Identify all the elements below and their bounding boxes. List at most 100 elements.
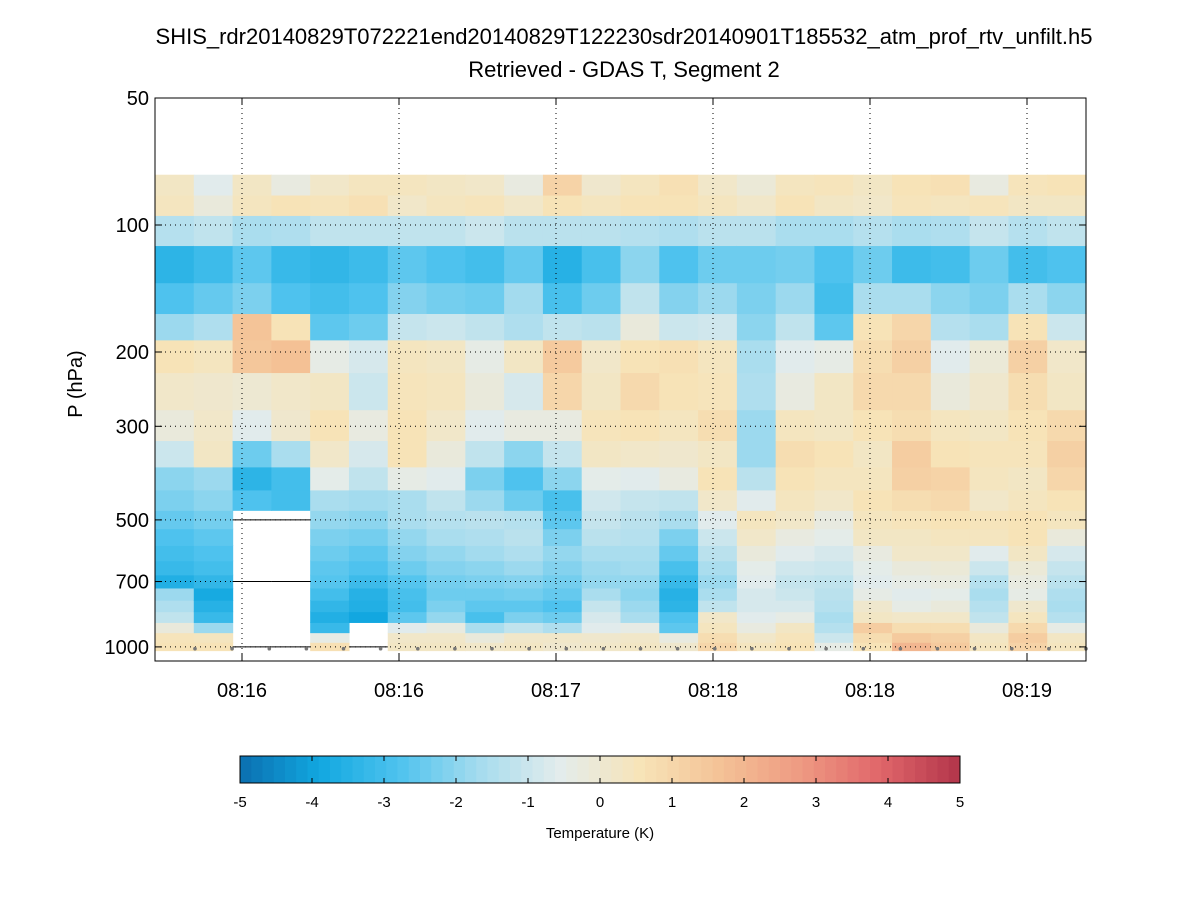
heat-cell: [1047, 372, 1087, 411]
heat-cell: [698, 587, 738, 601]
heat-cell: [426, 574, 466, 589]
heat-cell: [426, 245, 466, 284]
y-tick-label: 50: [127, 88, 149, 110]
heat-cell: [620, 611, 660, 623]
heat-cell: [892, 489, 932, 511]
heat-cell: [581, 245, 622, 284]
heat-cell: [387, 282, 428, 315]
heat-cell: [853, 587, 893, 601]
colorbar-tick-label: 1: [668, 794, 676, 811]
heat-cell: [659, 174, 699, 196]
heat-cell: [504, 632, 544, 643]
heat-cell: [465, 611, 505, 623]
colorbar-swatch: [510, 756, 522, 783]
heat-cell: [814, 245, 854, 284]
y-axis-ticks: 50 100 200 300 500 700 1000: [105, 88, 1086, 659]
surface-marker: [713, 646, 717, 651]
heat-cell: [814, 194, 854, 216]
heat-cell: [775, 545, 816, 562]
colorbar-swatch: [285, 756, 297, 783]
colorbar-swatch: [442, 756, 455, 783]
heat-cell: [1008, 528, 1048, 546]
colorbar-tick-label: -1: [521, 794, 534, 811]
colorbar-swatch: [802, 756, 815, 783]
heat-cell: [465, 600, 505, 613]
surface-marker: [601, 646, 606, 651]
heat-cell: [736, 313, 777, 341]
heat-cell: [659, 339, 699, 374]
heat-cell: [892, 642, 932, 652]
heat-cell: [814, 560, 854, 576]
heat-cell: [542, 528, 583, 546]
heat-cell: [1047, 528, 1087, 546]
heat-cell: [969, 440, 1010, 468]
heat-cell: [232, 313, 272, 341]
heat-cell: [310, 600, 350, 613]
heat-cell: [620, 245, 660, 284]
heat-cell: [620, 528, 660, 546]
heat-cell: [348, 313, 389, 341]
heat-cell: [775, 313, 816, 341]
heat-cell: [193, 600, 234, 613]
heat-cell: [387, 313, 428, 341]
heat-cell: [892, 574, 932, 589]
heat-cell: [736, 600, 777, 613]
heat-cell: [892, 245, 932, 284]
heat-cell: [387, 622, 428, 634]
heat-cell: [775, 466, 816, 491]
heat-cell: [698, 440, 738, 468]
heat-cell: [348, 510, 389, 530]
heat-cell: [465, 587, 505, 601]
heat-cell: [232, 282, 272, 315]
heat-cell: [775, 245, 816, 284]
heat-cell: [465, 174, 505, 196]
heat-cell: [232, 466, 272, 491]
heat-cell: [155, 632, 195, 643]
heat-cell: [1047, 466, 1087, 491]
heat-cell: [620, 560, 660, 576]
heat-cell: [310, 489, 350, 511]
heat-cell: [853, 560, 893, 576]
surface-marker: [861, 646, 866, 651]
heat-cell: [542, 574, 583, 589]
heat-cell: [814, 587, 854, 601]
heat-cell: [581, 545, 622, 562]
surface-marker: [230, 646, 234, 651]
colorbar-swatch: [262, 756, 275, 783]
heat-cell: [853, 194, 893, 216]
heat-cell: [698, 313, 738, 341]
heat-cell: [348, 587, 389, 601]
surface-marker: [453, 646, 457, 651]
heat-cell: [271, 313, 311, 341]
heat-cell: [465, 489, 505, 511]
heat-cell: [736, 489, 777, 511]
heat-cell: [504, 489, 544, 511]
heat-cell: [814, 622, 854, 634]
surface-marker: [935, 646, 940, 651]
heat-cell: [814, 600, 854, 613]
heat-cell: [892, 632, 932, 643]
heat-cell: [387, 642, 428, 652]
heat-cell: [1047, 622, 1087, 634]
heat-cell: [426, 466, 466, 491]
heat-cell: [542, 174, 583, 196]
heat-cell: [659, 440, 699, 468]
heat-cell: [892, 528, 932, 546]
colorbar-swatch: [611, 756, 623, 783]
heat-cell: [620, 339, 660, 374]
heat-cell: [930, 587, 971, 601]
heat-cell: [155, 215, 195, 247]
colorbar-swatch: [892, 756, 905, 783]
heat-cell: [348, 574, 389, 589]
heat-cell: [775, 560, 816, 576]
heat-cell: [271, 339, 311, 374]
colorbar-swatch: [780, 756, 792, 783]
heat-cell: [659, 642, 699, 652]
heat-cell: [387, 372, 428, 411]
colorbar-swatch: [521, 756, 533, 783]
heat-cell: [1047, 632, 1087, 643]
colorbar-swatch: [453, 756, 466, 783]
heat-cell: [814, 642, 854, 652]
heat-cell: [465, 339, 505, 374]
heat-cell: [620, 489, 660, 511]
